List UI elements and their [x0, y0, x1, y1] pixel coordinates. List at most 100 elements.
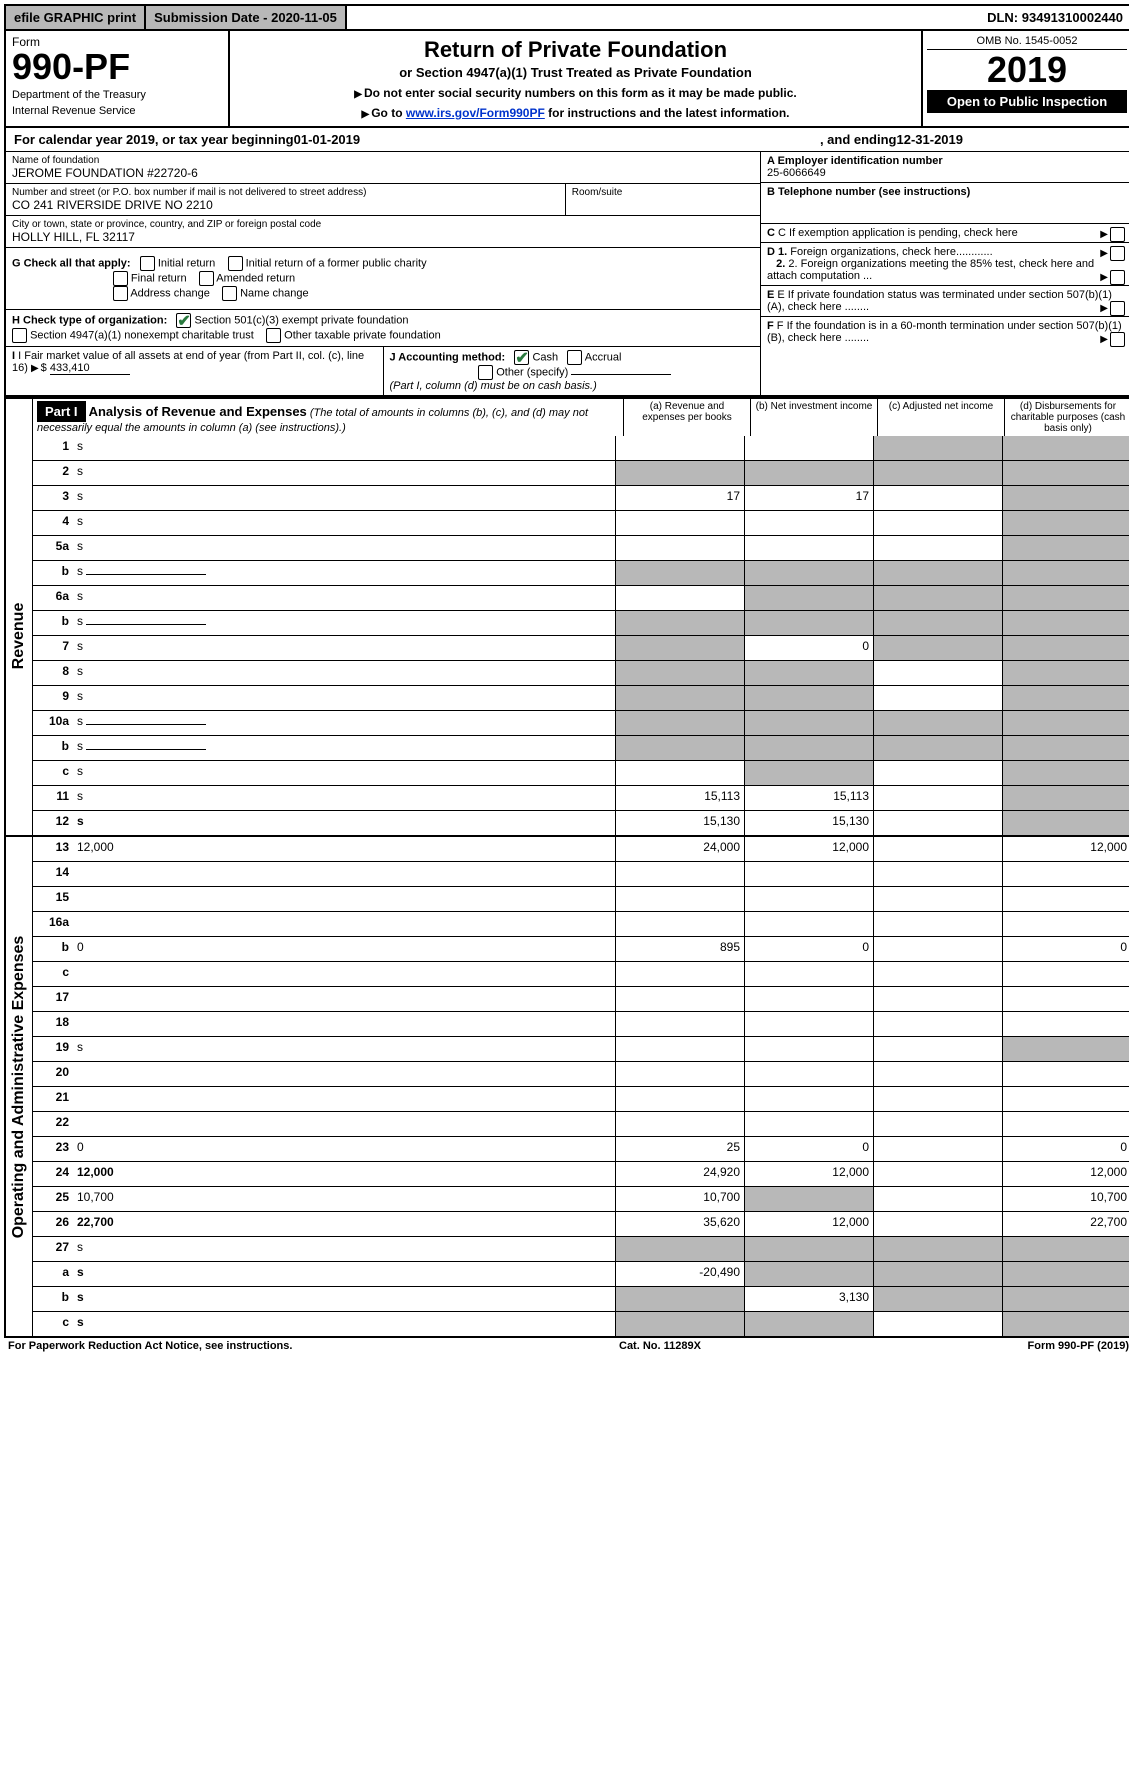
cell-d — [1002, 1062, 1129, 1086]
cell-c — [873, 461, 1002, 485]
tax-year: 2019 — [927, 50, 1127, 90]
line-num: a — [33, 1262, 75, 1286]
chk-c[interactable] — [1110, 227, 1125, 242]
line-c: c — [33, 961, 1129, 986]
cell-d — [1002, 811, 1129, 835]
calendar-year-row: For calendar year 2019, or tax year begi… — [4, 128, 1129, 152]
j-note: (Part I, column (d) must be on cash basi… — [390, 380, 597, 392]
line-desc: s — [75, 761, 615, 785]
line-num: b — [33, 561, 75, 585]
line-desc: s — [75, 1312, 615, 1336]
page-footer: For Paperwork Reduction Act Notice, see … — [4, 1338, 1129, 1354]
chk-d2[interactable] — [1110, 270, 1125, 285]
cell-c — [873, 636, 1002, 660]
cell-a: 24,000 — [615, 837, 744, 861]
cell-d — [1002, 486, 1129, 510]
cell-b: 0 — [744, 636, 873, 660]
cell-a — [615, 711, 744, 735]
chk-final[interactable] — [113, 271, 128, 286]
revenue-section: Revenue 1s2s3s17174s5asbs 6asbs 7s08s9s1… — [4, 436, 1129, 837]
cell-c — [873, 1087, 1002, 1111]
line-desc: s — [75, 586, 615, 610]
cell-c — [873, 786, 1002, 810]
cell-c — [873, 887, 1002, 911]
cell-d — [1002, 611, 1129, 635]
cell-b — [744, 436, 873, 460]
chk-name[interactable] — [222, 286, 237, 301]
line-num: b — [33, 736, 75, 760]
cat-no: Cat. No. 11289X — [619, 1340, 701, 1352]
cell-a: -20,490 — [615, 1262, 744, 1286]
cell-c — [873, 1312, 1002, 1336]
revenue-label: Revenue — [10, 602, 28, 669]
line-18: 18 — [33, 1011, 1129, 1036]
chk-initial[interactable] — [140, 256, 155, 271]
cell-c — [873, 1237, 1002, 1261]
cell-b — [744, 887, 873, 911]
line-desc — [75, 1062, 615, 1086]
cell-d — [1002, 636, 1129, 660]
line-3: 3s1717 — [33, 485, 1129, 510]
line-num: 5a — [33, 536, 75, 560]
line-desc — [75, 1012, 615, 1036]
form-title: Return of Private Foundation — [234, 37, 917, 63]
line-num: 3 — [33, 486, 75, 510]
cell-a: 10,700 — [615, 1187, 744, 1211]
cell-d — [1002, 862, 1129, 886]
form-number: 990-PF — [12, 49, 222, 85]
irs-link[interactable]: www.irs.gov/Form990PF — [406, 106, 545, 120]
line-desc: s — [75, 686, 615, 710]
line-num: b — [33, 611, 75, 635]
cell-b — [744, 987, 873, 1011]
line-num: 9 — [33, 686, 75, 710]
col-a: (a) Revenue and expenses per books — [623, 399, 750, 436]
chk-cash[interactable] — [514, 350, 529, 365]
cell-d — [1002, 786, 1129, 810]
cell-b: 0 — [744, 937, 873, 961]
line-num: 23 — [33, 1137, 75, 1161]
chk-address[interactable] — [113, 286, 128, 301]
line-6a: 6as — [33, 585, 1129, 610]
cell-c — [873, 611, 1002, 635]
cell-b — [744, 1087, 873, 1111]
chk-initial-former[interactable] — [228, 256, 243, 271]
cell-b — [744, 736, 873, 760]
cell-a: 15,113 — [615, 786, 744, 810]
cell-c — [873, 1137, 1002, 1161]
expenses-section: Operating and Administrative Expenses 13… — [4, 837, 1129, 1338]
chk-4947[interactable] — [12, 328, 27, 343]
line-21: 21 — [33, 1086, 1129, 1111]
room-label: Room/suite — [572, 187, 754, 198]
cell-d — [1002, 586, 1129, 610]
line-num: 10a — [33, 711, 75, 735]
j-label: J Accounting method: — [390, 351, 506, 363]
line-num: b — [33, 1287, 75, 1311]
efile-print-button[interactable]: efile GRAPHIC print — [6, 6, 146, 29]
cell-c — [873, 862, 1002, 886]
chk-e[interactable] — [1110, 301, 1125, 316]
cell-a — [615, 761, 744, 785]
line-desc — [75, 962, 615, 986]
chk-amended[interactable] — [199, 271, 214, 286]
line-num: 19 — [33, 1037, 75, 1061]
chk-f[interactable] — [1110, 332, 1125, 347]
street-address: CO 241 RIVERSIDE DRIVE NO 2210 — [12, 198, 559, 212]
city-value: HOLLY HILL, FL 32117 — [12, 230, 754, 244]
a-label: A Employer identification number — [767, 155, 943, 167]
cell-d — [1002, 436, 1129, 460]
chk-accrual[interactable] — [567, 350, 582, 365]
chk-other-method[interactable] — [478, 365, 493, 380]
cell-a — [615, 686, 744, 710]
cell-a: 895 — [615, 937, 744, 961]
line-5a: 5as — [33, 535, 1129, 560]
cell-a — [615, 862, 744, 886]
fmv-value: 433,410 — [50, 362, 130, 375]
cell-c — [873, 486, 1002, 510]
chk-other-taxable[interactable] — [266, 328, 281, 343]
line-16a: 16a — [33, 911, 1129, 936]
chk-d1[interactable] — [1110, 246, 1125, 261]
chk-501c3[interactable] — [176, 313, 191, 328]
line-desc: s — [75, 611, 615, 635]
cell-b: 15,113 — [744, 786, 873, 810]
submission-date: Submission Date - 2020-11-05 — [146, 6, 347, 29]
